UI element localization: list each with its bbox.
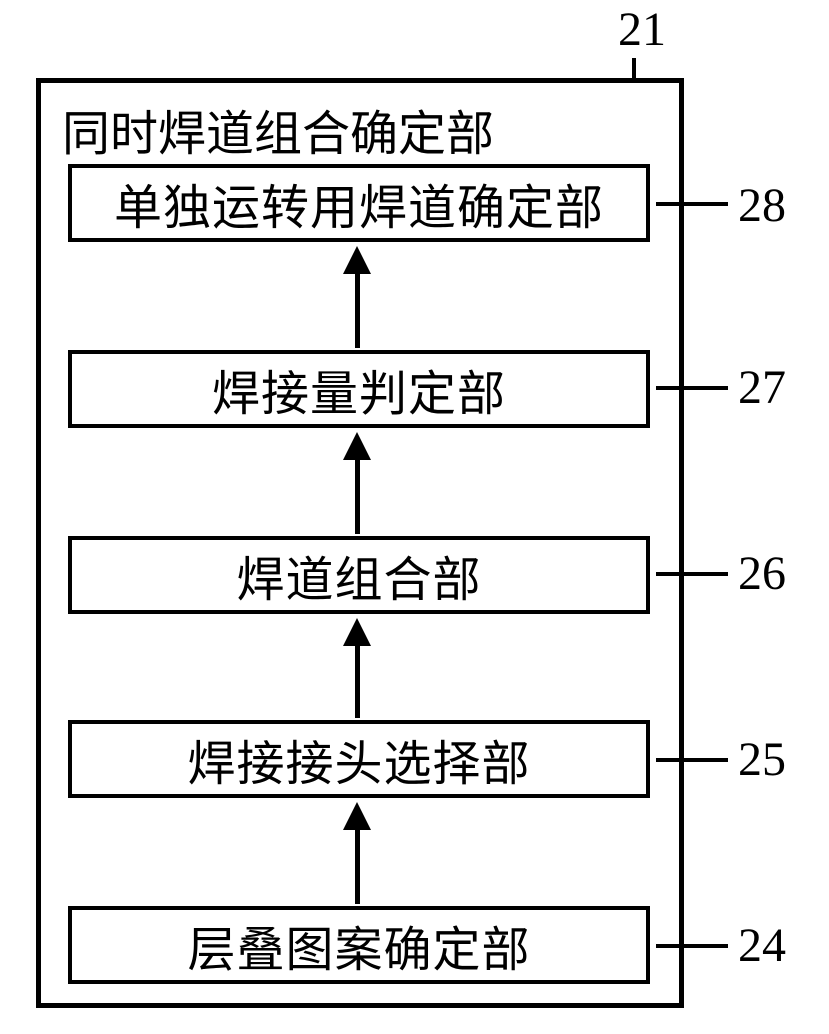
arrow-line bbox=[355, 828, 360, 904]
flow-box-label: 焊道组合部 bbox=[236, 540, 481, 610]
arrow-line bbox=[355, 272, 360, 348]
outer-ref-label: 21 bbox=[618, 2, 666, 57]
flow-box: 单独运转用焊道确定部 bbox=[68, 164, 650, 242]
ref-label: 26 bbox=[738, 546, 786, 601]
ref-label: 25 bbox=[738, 732, 786, 787]
flow-box: 焊道组合部 bbox=[68, 536, 650, 614]
ref-tick bbox=[656, 758, 728, 762]
flow-box-label: 单独运转用焊道确定部 bbox=[114, 168, 604, 238]
ref-tick bbox=[656, 386, 728, 390]
flow-box-label: 焊接量判定部 bbox=[212, 354, 506, 424]
ref-label: 28 bbox=[738, 178, 786, 233]
ref-label: 27 bbox=[738, 360, 786, 415]
ref-tick bbox=[656, 202, 728, 206]
outer-ref-tick bbox=[632, 58, 636, 78]
arrow-head-icon bbox=[343, 432, 371, 460]
flow-box-label: 层叠图案确定部 bbox=[187, 910, 530, 980]
arrow-line bbox=[355, 644, 360, 718]
arrow-head-icon bbox=[343, 246, 371, 274]
ref-label: 24 bbox=[738, 918, 786, 973]
arrow-head-icon bbox=[343, 802, 371, 830]
flow-box: 焊接接头选择部 bbox=[68, 720, 650, 798]
flow-box: 焊接量判定部 bbox=[68, 350, 650, 428]
flow-box-label: 焊接接头选择部 bbox=[187, 724, 530, 794]
ref-tick bbox=[656, 944, 728, 948]
container-title: 同时焊道组合确定部 bbox=[62, 94, 494, 164]
flow-box: 层叠图案确定部 bbox=[68, 906, 650, 984]
arrow-line bbox=[355, 458, 360, 534]
ref-tick bbox=[656, 572, 728, 576]
arrow-head-icon bbox=[343, 618, 371, 646]
